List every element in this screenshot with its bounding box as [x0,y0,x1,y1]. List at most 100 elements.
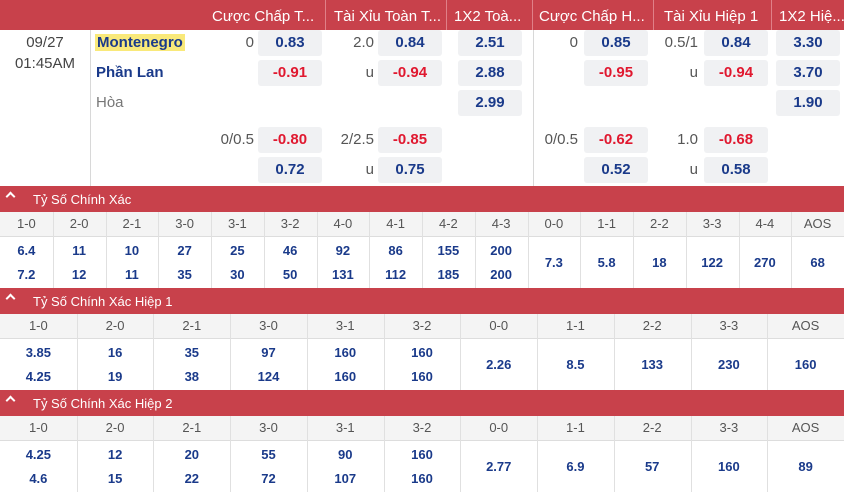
odds-button[interactable]: 0.84 [378,30,442,56]
score-odds[interactable]: 10 [124,243,140,258]
score-odds[interactable]: 107 [334,471,357,486]
score-odds[interactable]: 160 [411,471,433,486]
score-odds[interactable]: 160 [411,447,433,462]
total-line: 2/2.5 [340,131,374,148]
score-odds[interactable]: 68 [810,255,825,270]
score-odds[interactable]: 15 [107,471,123,486]
score-odds[interactable]: 92 [335,243,351,258]
score-odds[interactable]: 12 [107,447,123,462]
away-team[interactable]: Phần Lan [96,64,164,81]
odds-button[interactable]: 0.75 [378,157,442,183]
score-odds[interactable]: 200 [490,267,512,282]
score-odds[interactable]: 185 [437,267,460,282]
score-odds[interactable]: 2.26 [486,357,512,372]
header-overunder-half[interactable]: Tài Xỉu Hiệp 1 [664,8,759,25]
score-odds[interactable]: 160 [334,369,357,384]
score-odds[interactable]: 4.25 [25,447,52,462]
score-odds[interactable]: 160 [334,345,357,360]
odds-button[interactable]: 3.30 [776,30,840,56]
odds-button[interactable]: -0.62 [584,127,648,153]
section-header[interactable]: Tỷ Số Chính Xác Hiệp 2 [0,390,844,416]
score-odds[interactable]: 89 [798,459,813,474]
score-odds[interactable]: 6.4 [17,243,36,258]
score-odds[interactable]: 230 [718,357,740,372]
score-label: 0-0 [544,216,564,231]
score-odds[interactable]: 25 [230,243,245,258]
odds-button[interactable]: 0.52 [584,157,648,183]
odds-button[interactable]: 2.88 [458,60,522,86]
score-odds[interactable]: 122 [701,255,723,270]
score-odds[interactable]: 2.77 [486,459,512,474]
header-1x2-full[interactable]: 1X2 Toà... [454,8,522,25]
header-handicap-full[interactable]: Cược Chấp T... [212,8,315,25]
score-label: 2-0 [69,216,89,231]
score-odds[interactable]: 160 [718,459,740,474]
score-odds[interactable]: 50 [282,267,298,282]
score-odds[interactable]: 270 [754,255,776,270]
odds-button[interactable]: -0.80 [258,127,322,153]
section-header[interactable]: Tỷ Số Chính Xác [0,186,844,212]
score-odds[interactable]: 124 [257,369,280,384]
score-odds[interactable]: 35 [177,267,192,282]
odds-button[interactable]: -0.94 [704,60,768,86]
score-odds[interactable]: 19 [107,369,123,384]
odds-button[interactable]: 2.51 [458,30,522,56]
score-odds[interactable]: 90 [338,447,353,462]
odds-button[interactable]: -0.85 [378,127,442,153]
odds-button[interactable]: -0.95 [584,60,648,86]
score-odds[interactable]: 27 [177,243,192,258]
score-odds[interactable]: 11 [72,243,86,258]
score-odds[interactable]: 112 [385,267,407,282]
score-odds[interactable]: 155 [437,243,460,258]
header-1x2-half[interactable]: 1X2 Hiệ... [779,8,844,25]
chevron-up-icon[interactable] [5,191,16,202]
odds-button[interactable]: -0.94 [378,60,442,86]
odds-button[interactable]: 0.58 [704,157,768,183]
score-odds[interactable]: 8.5 [566,357,585,372]
score-odds[interactable]: 35 [184,345,200,360]
odds-button[interactable]: 0.85 [584,30,648,56]
odds-button[interactable]: 0.72 [258,157,322,183]
score-odds[interactable]: 22 [184,471,200,486]
score-odds[interactable]: 18 [652,255,667,270]
score-odds[interactable]: 6.9 [566,459,585,474]
score-odds[interactable]: 133 [641,357,664,372]
header-handicap-half[interactable]: Cược Chấp H... [539,8,645,25]
odds-button[interactable]: -0.91 [258,60,322,86]
score-odds[interactable]: 7.2 [17,267,36,282]
header-overunder-full[interactable]: Tài Xỉu Toàn T... [334,8,442,25]
score-odds[interactable]: 86 [388,243,403,258]
odds-button[interactable]: 1.90 [776,90,840,116]
score-odds[interactable]: 131 [332,267,354,282]
score-odds[interactable]: 38 [184,369,200,384]
score-odds[interactable]: 7.3 [544,255,563,270]
odds-button[interactable]: 0.83 [258,30,322,56]
score-odds[interactable]: 160 [794,357,817,372]
score-odds[interactable]: 72 [261,471,276,486]
score-odds[interactable]: 55 [261,447,276,462]
chevron-up-icon[interactable] [5,293,16,304]
score-odds[interactable]: 160 [411,369,433,384]
score-odds[interactable]: 5.8 [597,255,616,270]
score-odds[interactable]: 57 [644,459,660,474]
odds-button[interactable]: -0.68 [704,127,768,153]
score-odds[interactable]: 20 [184,447,200,462]
score-odds[interactable]: 160 [411,345,433,360]
score-odds[interactable]: 4.25 [25,369,52,384]
score-odds[interactable]: 4.6 [29,471,48,486]
odds-button[interactable]: 0.84 [704,30,768,56]
score-odds[interactable]: 30 [230,267,245,282]
section-header[interactable]: Tỷ Số Chính Xác Hiệp 1 [0,288,844,314]
score-odds[interactable]: 11 [125,267,139,282]
odds-button[interactable]: 2.99 [458,90,522,116]
score-odds[interactable]: 16 [107,345,123,360]
home-team[interactable]: Montenegro [95,34,185,51]
column-divider [263,212,265,288]
chevron-up-icon[interactable] [5,395,16,406]
score-odds[interactable]: 200 [490,243,512,258]
score-odds[interactable]: 46 [282,243,298,258]
score-odds[interactable]: 12 [71,267,87,282]
score-odds[interactable]: 97 [261,345,276,360]
score-odds[interactable]: 3.85 [25,345,52,360]
odds-button[interactable]: 3.70 [776,60,840,86]
